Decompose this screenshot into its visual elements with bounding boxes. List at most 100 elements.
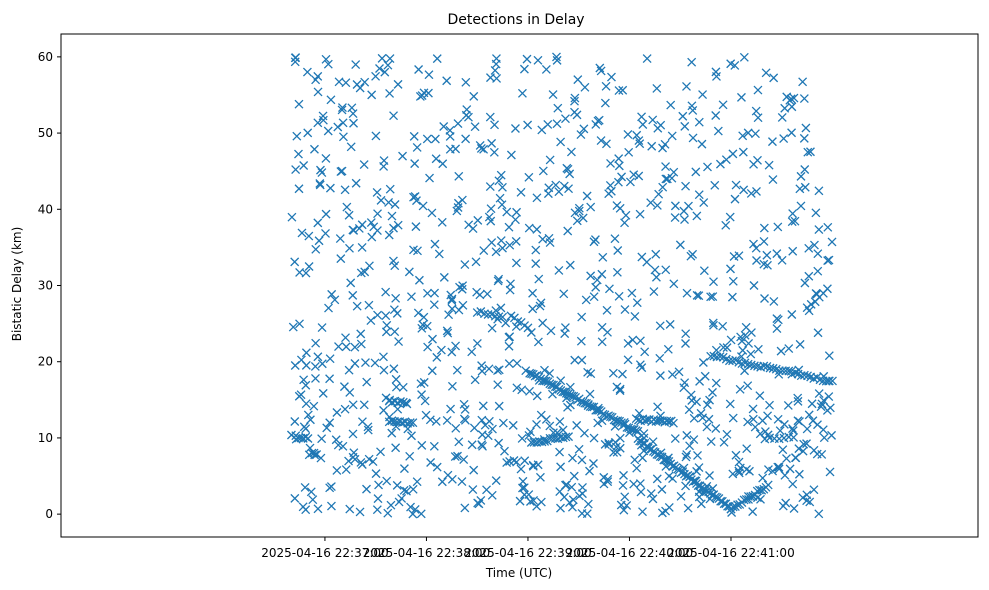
detection-marker <box>528 460 538 470</box>
detection-marker <box>789 93 799 103</box>
detection-marker <box>371 469 381 479</box>
y-tick-label: 40 <box>38 202 53 216</box>
detection-marker <box>654 189 664 199</box>
detection-marker <box>778 501 788 511</box>
detection-marker <box>781 366 791 376</box>
detection-marker <box>674 367 684 377</box>
detection-marker <box>609 447 619 457</box>
detection-marker <box>498 312 508 322</box>
detection-marker <box>711 424 721 433</box>
detection-marker <box>559 181 569 191</box>
detection-marker <box>318 388 328 398</box>
detection-marker <box>616 500 626 510</box>
detection-marker <box>409 245 418 255</box>
detection-marker <box>759 259 769 269</box>
x-tick-label: 2025-04-16 22:37:00 <box>261 546 388 560</box>
detection-marker <box>517 433 527 443</box>
detection-marker <box>291 165 301 174</box>
detection-marker <box>450 452 460 462</box>
detection-marker <box>570 93 580 103</box>
detection-marker <box>414 65 424 74</box>
detection-marker <box>490 311 500 321</box>
detection-marker <box>520 456 530 466</box>
detection-marker <box>728 502 738 512</box>
detection-marker <box>292 131 302 141</box>
detection-marker <box>589 459 598 468</box>
detection-marker <box>565 400 575 410</box>
detection-marker <box>389 111 398 121</box>
detection-marker <box>583 367 593 377</box>
detection-marker <box>655 353 665 363</box>
detection-marker <box>333 122 343 132</box>
detection-marker <box>390 261 400 271</box>
detection-marker <box>315 180 325 190</box>
detection-marker <box>564 432 574 442</box>
detection-marker <box>635 209 645 219</box>
detection-marker <box>814 509 824 519</box>
detection-marker <box>548 389 557 399</box>
detection-marker <box>390 200 400 209</box>
detection-marker <box>366 218 376 228</box>
detection-marker <box>523 323 533 333</box>
detection-marker <box>779 134 789 143</box>
detection-marker <box>313 504 323 514</box>
detection-marker <box>467 347 477 357</box>
detection-marker <box>491 476 501 486</box>
detection-marker <box>362 377 372 387</box>
detection-marker <box>426 458 436 467</box>
detection-marker <box>705 471 714 480</box>
detection-marker <box>637 112 647 122</box>
detection-marker <box>718 342 728 352</box>
detection-marker <box>332 408 342 417</box>
detection-marker <box>459 455 469 465</box>
detection-marker <box>730 194 740 204</box>
detection-marker <box>298 502 308 512</box>
detection-marker <box>632 298 642 308</box>
detection-marker <box>811 208 821 218</box>
detection-marker <box>496 236 506 246</box>
detection-marker <box>535 472 545 482</box>
detection-marker <box>661 506 671 516</box>
detection-marker <box>402 486 411 496</box>
detection-marker <box>498 418 508 428</box>
detection-marker <box>800 165 810 174</box>
detection-marker <box>612 447 622 457</box>
detection-marker <box>652 474 662 484</box>
detection-marker <box>565 260 575 270</box>
detection-marker <box>597 337 607 347</box>
detection-marker <box>688 249 698 259</box>
detection-marker <box>410 505 420 514</box>
detection-marker <box>630 455 640 465</box>
detection-marker <box>711 67 721 77</box>
detection-marker <box>824 392 834 402</box>
detection-marker <box>336 254 346 264</box>
detection-marker <box>800 182 810 192</box>
detection-marker <box>334 77 344 87</box>
detection-marker <box>813 249 823 259</box>
detection-marker <box>775 426 785 436</box>
detection-marker <box>652 200 662 210</box>
detection-marker <box>419 377 429 387</box>
detection-marker <box>512 207 522 217</box>
detection-marker <box>653 123 663 133</box>
detection-marker <box>573 75 583 85</box>
detection-marker <box>321 54 331 64</box>
detection-marker <box>802 439 811 449</box>
detection-marker <box>788 209 798 219</box>
detection-marker <box>405 418 415 428</box>
detection-marker <box>788 246 798 256</box>
detection-marker <box>511 258 521 268</box>
detection-marker <box>528 288 538 298</box>
detection-marker <box>576 336 586 346</box>
detection-marker <box>823 222 833 232</box>
detection-marker <box>694 117 704 127</box>
detection-marker <box>509 456 519 465</box>
detection-marker <box>467 440 477 450</box>
detection-marker <box>692 290 702 300</box>
detection-marker <box>678 111 688 121</box>
detection-marker <box>759 223 769 233</box>
detection-marker <box>387 416 397 426</box>
detection-marker <box>472 338 482 348</box>
detection-marker <box>475 140 485 150</box>
detection-marker <box>497 200 507 210</box>
